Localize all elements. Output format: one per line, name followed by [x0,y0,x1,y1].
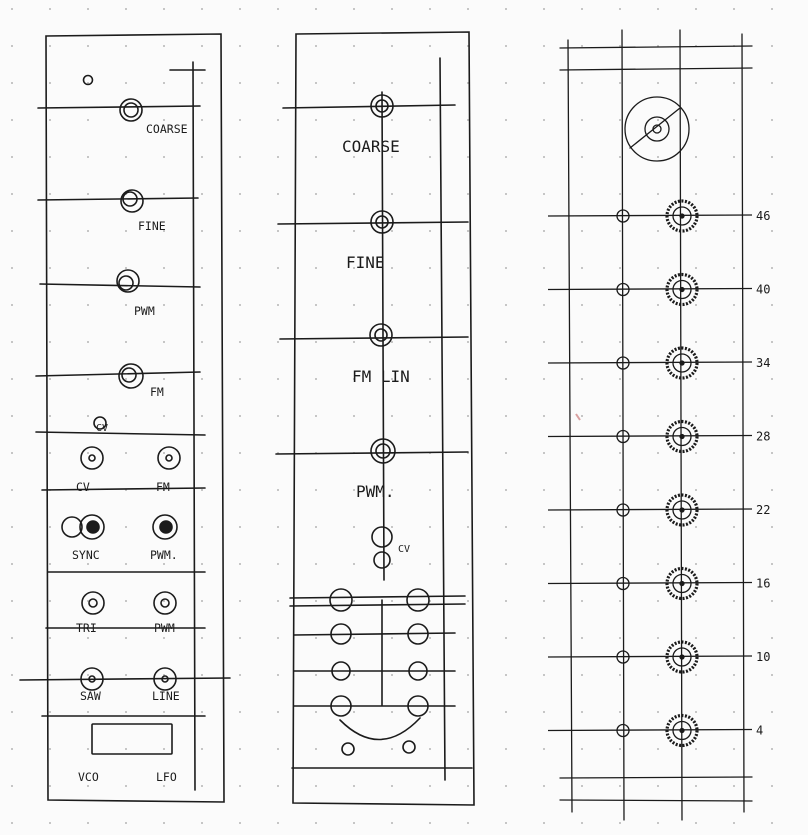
panel-2-labels: COARSE FINE FM LIN PWM. CV [342,137,410,555]
p2-pwm-label: PWM. [356,482,395,501]
jack-label-saw: SAW [80,689,101,703]
hatched-knob-icon [665,199,699,233]
pwm-knob-icon [116,269,140,293]
panel-3-row: 28 [547,419,770,454]
small-jack-icon [616,356,630,370]
jack-label-fm: FM [156,480,170,494]
panel-1-vco [19,33,231,803]
dot-grid [11,8,773,824]
hatched-knob-icon [665,713,699,748]
panel-3-row: 22 [547,493,770,527]
jack-label-pwm-dot: PWM. [150,548,178,562]
pwm-label: PWM [134,304,155,318]
row-value-label: 46 [756,209,770,223]
panel-3-row: 10 [547,640,770,674]
panel-3-row: 4 [547,713,763,748]
fine-label: FINE [138,219,166,233]
hatched-knob-icon [665,272,699,307]
switch-label-lfo: LFO [156,770,177,784]
p2-cv-label: CV [398,544,410,555]
panel-3-row: 40 [547,272,770,307]
coarse-label: COARSE [146,122,188,136]
row-value-label: 16 [756,577,770,591]
small-jack-icon [616,429,630,444]
small-jack-icon [616,282,630,297]
row-value-label: 4 [756,724,763,738]
jack-label-tri: TRI [76,621,97,635]
panel-3-row: 16 [547,566,770,601]
panel-2-oscillator [275,31,475,806]
jack-label-line: LINE [152,689,180,703]
large-knob-icon [624,96,690,162]
small-jack-icon [616,650,630,664]
row-value-label: 28 [756,430,770,444]
p2-fine-label: FINE [346,253,385,272]
p2-coarse-label: COARSE [342,137,400,156]
small-jack-icon [616,576,630,591]
vco-lfo-switch-icon [91,723,173,755]
panel-3-row: 46 [547,199,770,233]
hatched-knob-icon [665,640,699,674]
panel-3-row: 34 [547,346,770,380]
small-jack-icon [616,503,630,517]
jack-label-sync: SYNC [72,548,100,562]
small-jack-icon [616,209,630,223]
row-value-label: 40 [756,283,770,297]
panel-3-rows: 46 40 34 28 22 16 10 4 [547,199,770,748]
row-value-label: 22 [756,503,770,517]
jack-label-pwm: PWM [154,621,175,635]
hatched-knob-icon [665,419,699,454]
hatched-knob-icon [665,346,699,380]
small-jack-icon [616,723,630,738]
fm-label: FM [150,385,164,399]
coarse-knob-icon [119,98,143,122]
red-mark [575,413,581,421]
cv-small-label: CV [96,423,108,434]
p2-fm-lin-label: FM LIN [352,367,410,386]
row-value-label: 10 [756,650,770,664]
hatched-knob-icon [665,493,699,527]
jack-label-cv: CV [76,480,90,494]
row-value-label: 34 [756,356,770,370]
panel-3-layout-grid [559,29,753,821]
fine-knob-icon [120,189,144,213]
panel-1-labels: COARSE FINE PWM FM CV CV FM SYNC PWM. TR… [72,122,188,784]
hatched-knob-icon [665,566,699,601]
fm-knob-icon [118,363,144,389]
switch-label-vco: VCO [78,770,99,784]
